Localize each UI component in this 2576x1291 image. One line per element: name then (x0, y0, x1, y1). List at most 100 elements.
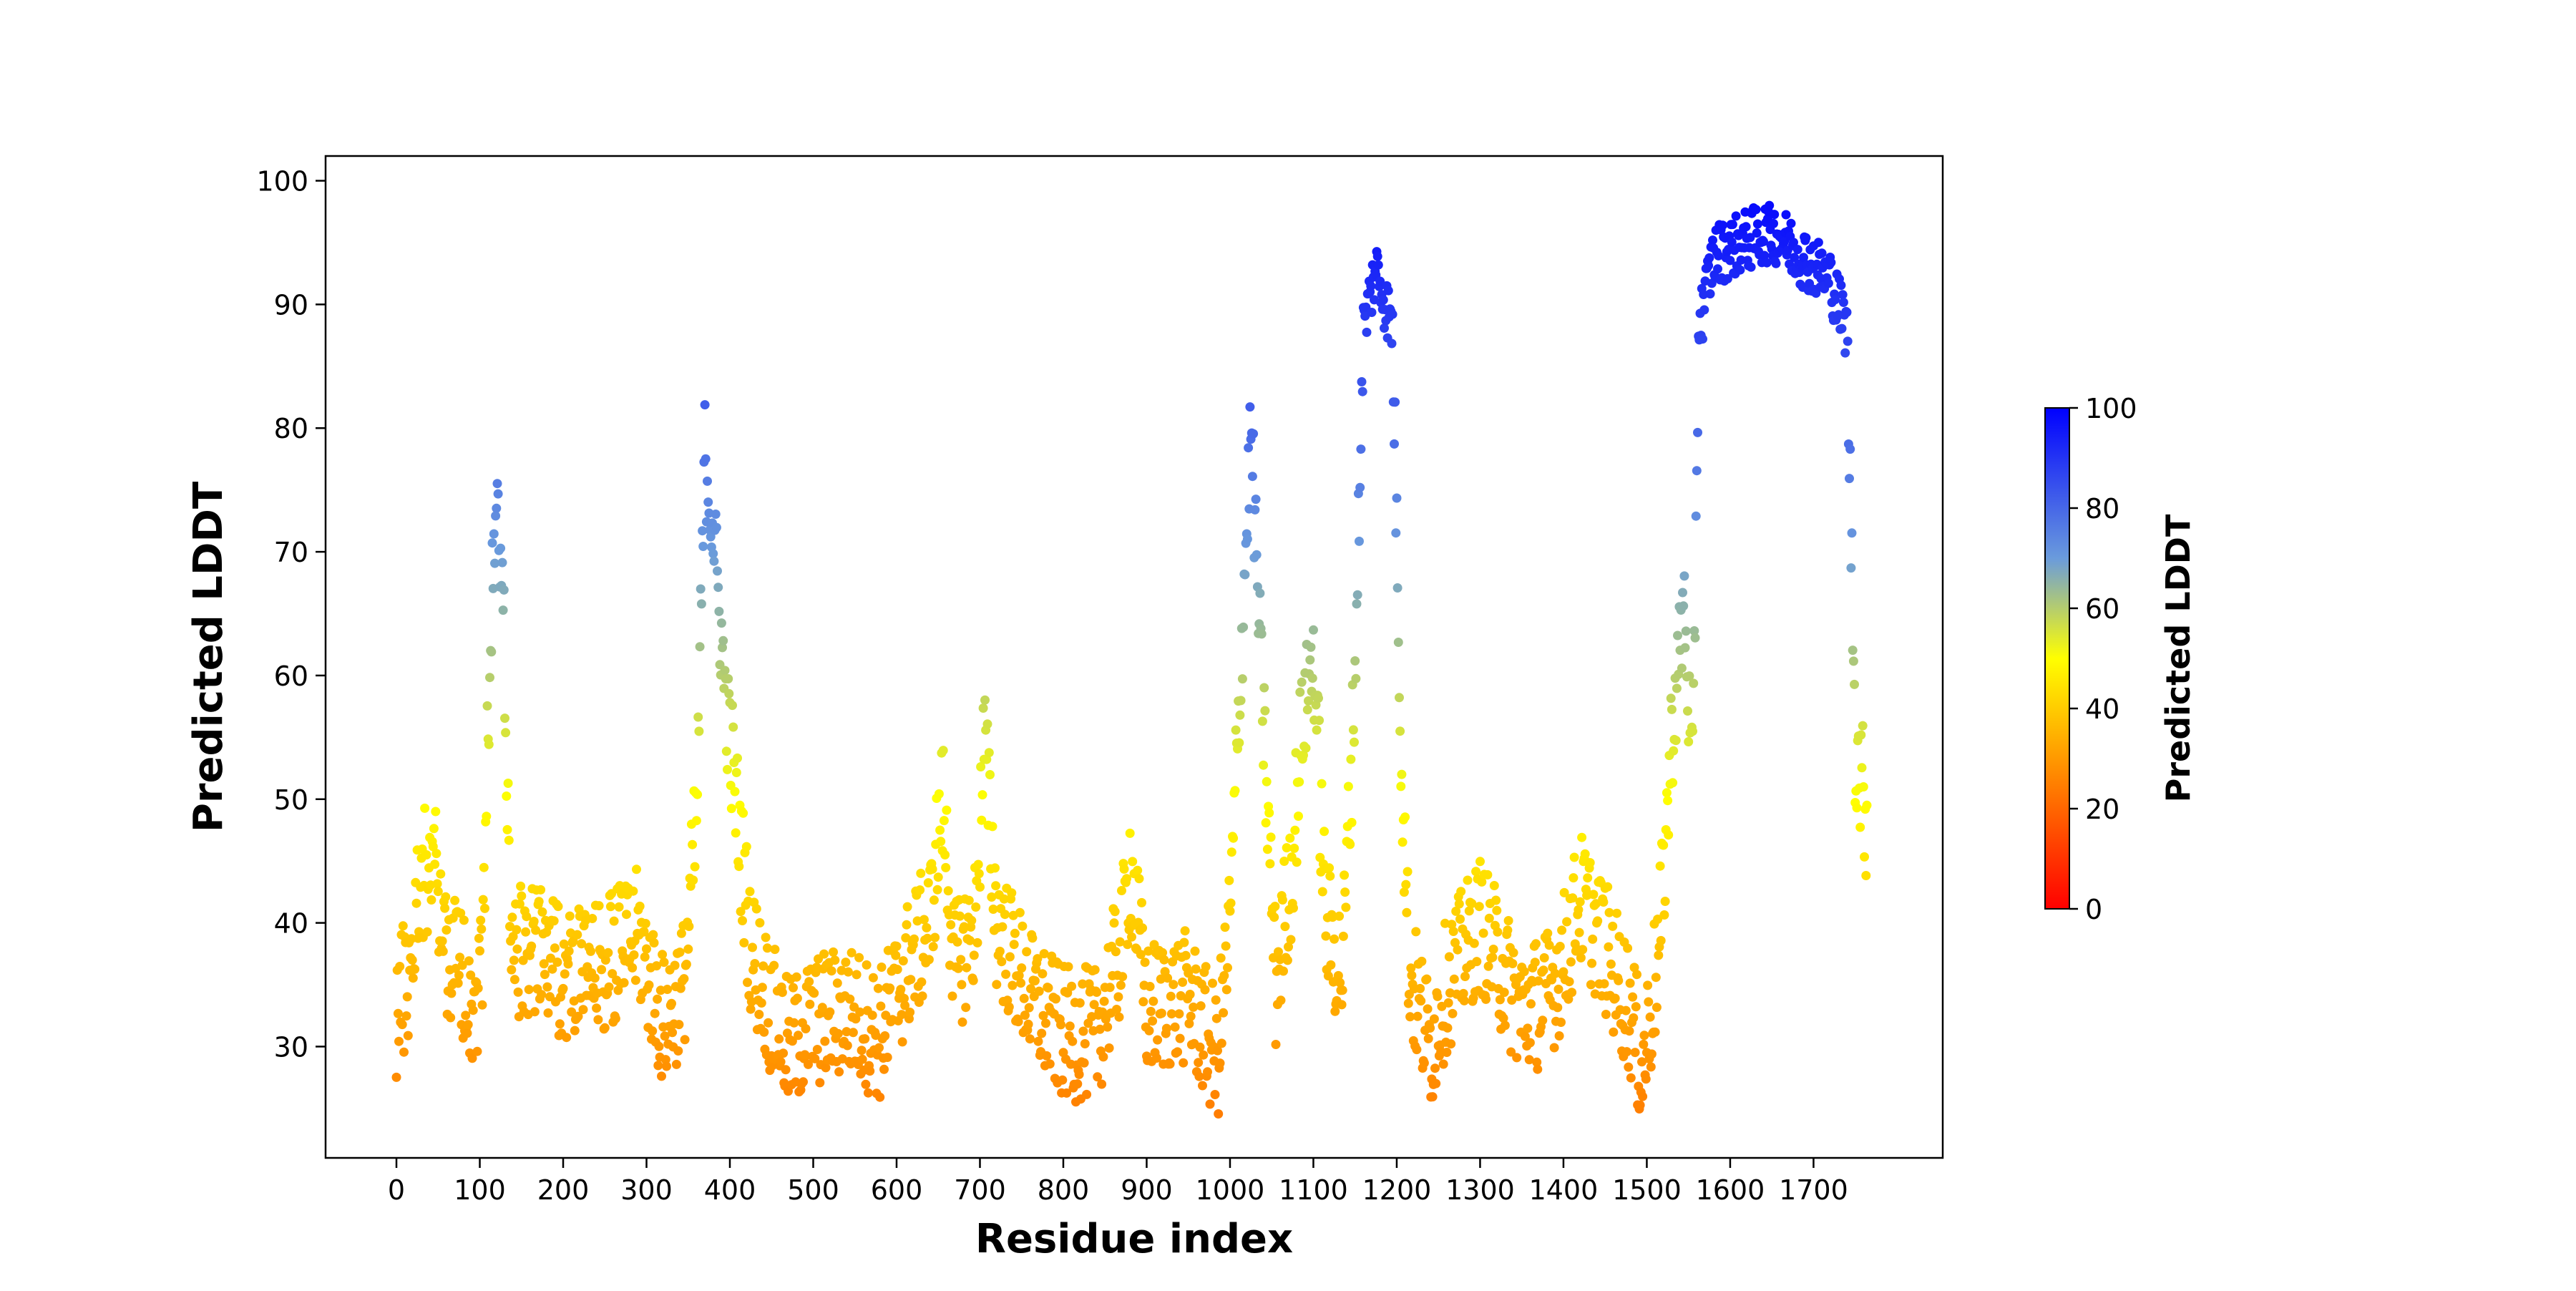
data-point (810, 1053, 820, 1063)
data-point (1068, 1036, 1078, 1046)
data-point (590, 973, 600, 983)
data-point (848, 1028, 858, 1038)
data-point (530, 1007, 540, 1017)
data-point (1498, 1013, 1508, 1023)
data-point (559, 939, 569, 949)
data-point (991, 881, 1001, 891)
data-point (1428, 1092, 1438, 1102)
data-point (640, 919, 650, 928)
data-point (1692, 466, 1702, 476)
data-point (843, 967, 853, 977)
data-point (1390, 439, 1399, 449)
data-point (1492, 905, 1502, 915)
data-point (703, 497, 713, 507)
data-point (1624, 1026, 1634, 1036)
data-point (529, 917, 539, 926)
data-point (1453, 945, 1463, 955)
data-point (1259, 683, 1269, 693)
plot-frame (324, 155, 1944, 1159)
y-axis-title: Predicted LDDT (185, 482, 232, 832)
data-point (1211, 1013, 1221, 1023)
data-point (517, 891, 527, 901)
data-point (906, 975, 916, 985)
data-point (1446, 1039, 1456, 1049)
data-point (395, 962, 405, 971)
data-point (923, 878, 933, 888)
data-point (713, 583, 723, 593)
data-point (1037, 1028, 1047, 1038)
data-point (614, 902, 624, 912)
data-point (997, 957, 1007, 967)
data-point (474, 933, 484, 943)
data-point (1262, 776, 1272, 786)
data-point (1443, 998, 1453, 1008)
colorbar-tick-label: 40 (2085, 693, 2119, 725)
data-point (745, 887, 755, 897)
data-point (1194, 1071, 1204, 1081)
data-point (1704, 260, 1714, 271)
data-point (1610, 993, 1620, 1003)
data-point (527, 941, 537, 951)
data-point (464, 956, 474, 966)
data-point (1638, 1091, 1648, 1101)
data-point (578, 1005, 588, 1015)
data-point (987, 892, 997, 902)
data-point (695, 642, 705, 652)
data-point (721, 746, 731, 756)
data-point (639, 927, 649, 937)
data-point (662, 1061, 671, 1071)
data-point (718, 635, 728, 646)
data-point (1691, 511, 1701, 521)
data-point (896, 985, 906, 995)
data-point (789, 983, 798, 993)
data-point (1097, 1079, 1107, 1089)
data-point (1526, 999, 1536, 1009)
data-point (1292, 857, 1302, 867)
data-point (834, 1067, 844, 1077)
data-point (540, 970, 550, 980)
data-point (1396, 781, 1406, 791)
data-point (467, 1053, 477, 1063)
data-point (1842, 307, 1852, 317)
data-point (885, 983, 895, 993)
data-point (1214, 1109, 1224, 1119)
data-point (709, 556, 719, 566)
data-point (1668, 778, 1678, 788)
data-point (1403, 998, 1413, 1008)
data-point (1247, 472, 1257, 482)
data-point (1092, 988, 1102, 997)
data-point (496, 543, 506, 553)
data-point (1593, 916, 1603, 926)
data-point (1259, 760, 1269, 770)
data-point (1731, 211, 1741, 221)
data-point (1639, 1039, 1649, 1049)
data-point (498, 605, 508, 615)
data-point (410, 964, 420, 974)
data-point (1242, 534, 1252, 544)
data-point (1025, 1034, 1035, 1044)
data-point (1578, 945, 1588, 955)
data-point (422, 927, 432, 937)
data-point (1194, 1058, 1204, 1068)
data-point (1442, 1048, 1452, 1057)
data-point (1366, 281, 1376, 291)
data-point (478, 895, 488, 905)
data-point (855, 1007, 865, 1017)
data-point (1488, 945, 1498, 954)
data-point (974, 869, 984, 879)
data-point (1356, 444, 1366, 454)
data-point (1174, 1009, 1184, 1019)
data-point (1407, 970, 1417, 980)
data-point (657, 1071, 666, 1081)
data-point (1058, 1075, 1068, 1085)
data-point (1065, 1021, 1075, 1031)
data-point (450, 895, 460, 905)
data-point (1352, 599, 1362, 609)
x-tick-label: 700 (954, 1174, 1006, 1206)
data-point (1090, 965, 1100, 975)
data-point (1234, 738, 1244, 748)
data-point (1115, 937, 1125, 947)
data-point (1508, 947, 1518, 958)
data-point (648, 1026, 658, 1036)
data-point (964, 895, 974, 905)
